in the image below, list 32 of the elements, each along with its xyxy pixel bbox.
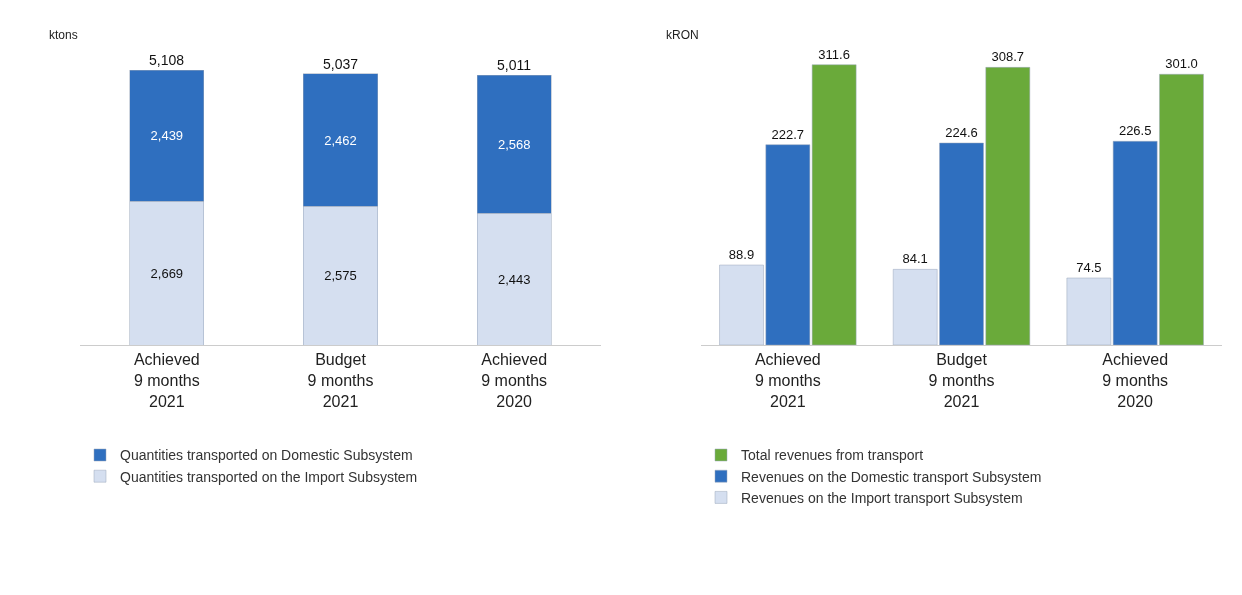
- data-label: 222.7: [771, 126, 805, 142]
- legend-label: Total revenues from transport: [741, 447, 924, 464]
- x-tick-label: Achieved 9 months 2020: [481, 351, 548, 410]
- y-axis-title: ktons: [49, 28, 78, 42]
- data-label: 74.5: [1076, 260, 1102, 275]
- data-label: 226.5: [1118, 123, 1152, 139]
- legend-label: Revenues on the Domestic transport Subsystem: [741, 468, 1042, 485]
- x-tick-label: Achieved 9 months 2020: [1102, 351, 1169, 410]
- data-label: 2,568: [497, 136, 531, 152]
- total-label: 5,037: [323, 56, 359, 72]
- data-label: 224.6: [945, 125, 978, 140]
- data-label: 88.9: [728, 247, 755, 263]
- data-label: 301.0: [1165, 56, 1198, 72]
- total-label: 5,011: [497, 57, 532, 73]
- x-tick-label: Achieved 9 months 2021: [754, 351, 821, 410]
- legend-label: Quantities transported on Domestic Subsystem: [120, 447, 413, 464]
- data-label: 311.6: [818, 46, 850, 62]
- data-label: 2,439: [150, 128, 184, 144]
- data-label: 2,443: [497, 271, 531, 287]
- data-label: 2,575: [324, 268, 357, 284]
- x-tick-label: Budget 9 months 2021: [928, 351, 995, 410]
- bar: [811, 64, 857, 345]
- x-tick-label: Achieved 9 months 2021: [133, 351, 200, 410]
- legend-label: Revenues on the Import transport Subsystem: [741, 489, 1023, 506]
- data-label: 2,462: [324, 132, 357, 148]
- total-label: 5,108: [149, 52, 185, 68]
- data-label: 2,669: [150, 265, 184, 281]
- data-label: 308.7: [991, 49, 1025, 65]
- data-label: 84.1: [902, 251, 928, 267]
- y-axis-title: kRON: [666, 28, 699, 42]
- x-tick-label: Budget 9 months 2021: [307, 351, 374, 410]
- legend-label: Quantities transported on the Import Subsystem: [120, 468, 418, 485]
